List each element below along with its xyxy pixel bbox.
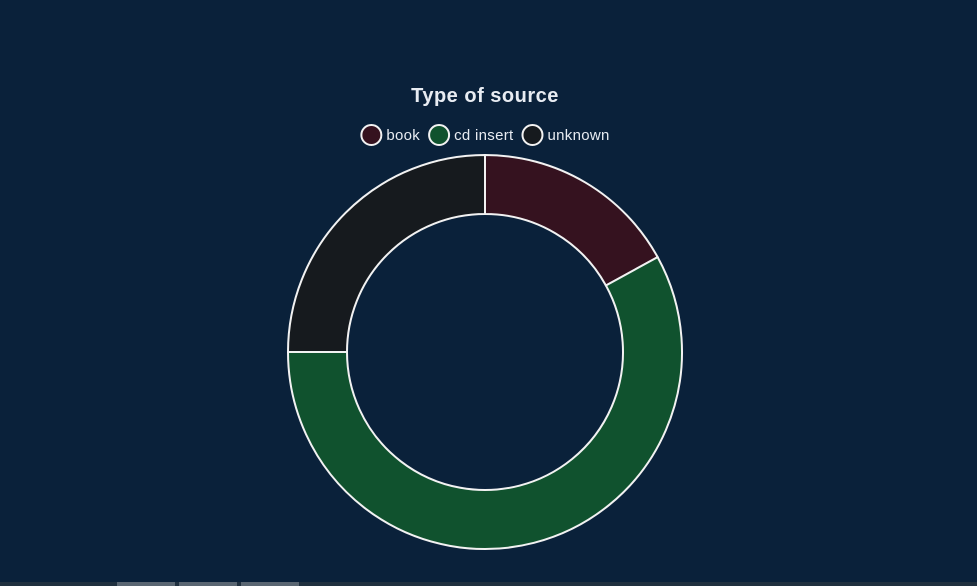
slice-cd-insert[interactable] [286, 255, 683, 550]
legend-label: book [386, 127, 420, 144]
legend-swatch [360, 124, 383, 146]
legend-label: cd insert [454, 127, 514, 144]
legend-item-cd-insert[interactable]: cd insert [428, 124, 514, 146]
legend-swatch [428, 124, 451, 146]
slice-unknown[interactable] [286, 153, 486, 353]
chart-legend: book cd insert unknown [360, 124, 609, 146]
donut-slices [286, 153, 683, 550]
chart-title: Type of source [411, 85, 559, 107]
slice-book[interactable] [484, 153, 659, 287]
legend-swatch [521, 124, 544, 146]
legend-label: unknown [547, 127, 609, 144]
legend-item-book[interactable]: book [360, 124, 420, 146]
bottom-scroll-strip [0, 582, 977, 586]
legend-item-unknown[interactable]: unknown [521, 124, 609, 146]
